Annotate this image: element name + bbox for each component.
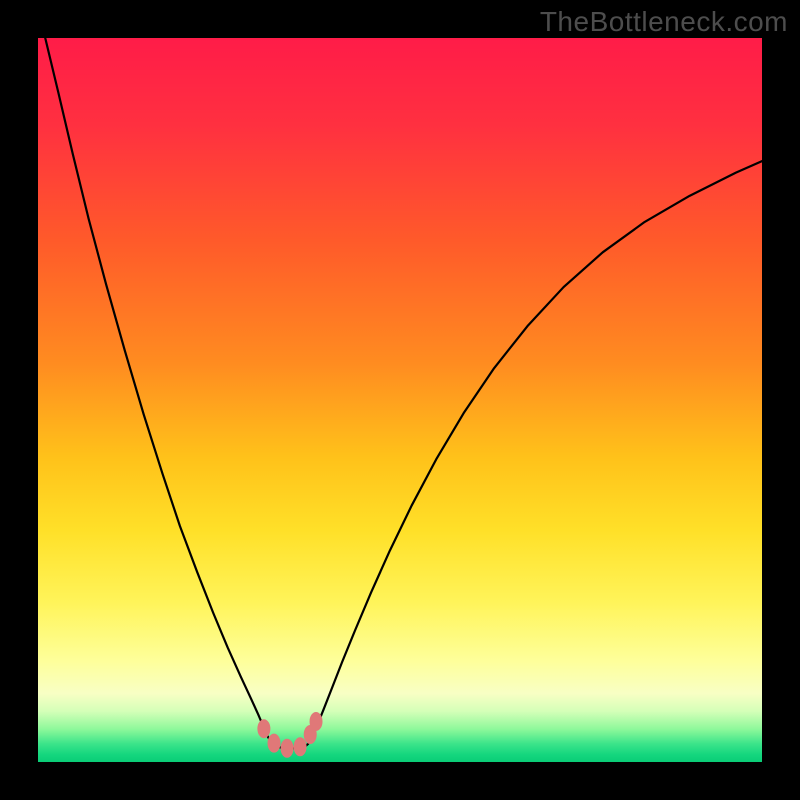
plot-background <box>38 38 762 762</box>
plot-svg <box>0 0 800 800</box>
marker-dot <box>257 719 270 738</box>
marker-dot <box>268 734 281 753</box>
watermark-text: TheBottleneck.com <box>540 6 788 38</box>
marker-dot <box>294 737 307 756</box>
marker-dot <box>310 712 323 731</box>
marker-dot <box>281 739 294 758</box>
chart-container: TheBottleneck.com <box>0 0 800 800</box>
